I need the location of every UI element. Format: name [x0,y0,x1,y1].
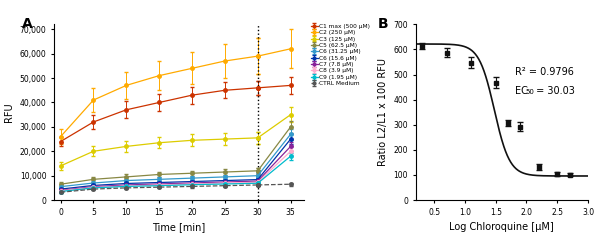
Y-axis label: Ratio L2/L1 x 100 RFU: Ratio L2/L1 x 100 RFU [378,58,388,166]
Y-axis label: RFU: RFU [4,102,14,122]
Text: = 30.03: = 30.03 [533,86,575,96]
Text: 50: 50 [526,89,535,95]
Text: EC: EC [515,86,528,96]
Text: R² = 0.9796: R² = 0.9796 [515,67,574,77]
Legend: C1 max (500 μM), C2 (250 μM), C3 (125 μM), C5 (62.5 μM), C6 (31.25 μM), C6 (15.6: C1 max (500 μM), C2 (250 μM), C3 (125 μM… [311,24,370,86]
X-axis label: Log Chloroquine [μM]: Log Chloroquine [μM] [449,222,554,232]
Text: A: A [22,17,32,31]
X-axis label: Time [min]: Time [min] [152,222,206,232]
Text: B: B [378,17,388,31]
